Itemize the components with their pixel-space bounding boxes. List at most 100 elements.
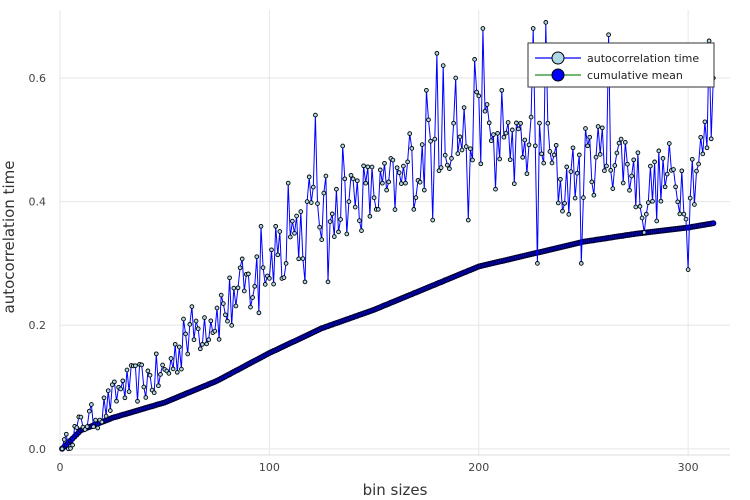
- autocorrelation-time-point: [321, 190, 327, 196]
- autocorrelation-time-point: [352, 204, 358, 210]
- autocorrelation-time-point: [160, 362, 165, 368]
- autocorrelation-time-point: [551, 152, 557, 158]
- autocorrelation-time-point: [468, 146, 473, 152]
- autocorrelation-time-point: [455, 151, 461, 156]
- autocorrelation-time-point: [421, 187, 427, 193]
- autocorrelation-time-point: [484, 102, 490, 107]
- autocorrelation-time-point: [652, 159, 657, 165]
- autocorrelation-time-point: [516, 126, 521, 132]
- autocorrelation-time-point: [616, 140, 622, 146]
- autocorrelation-time-point: [392, 207, 398, 212]
- autocorrelation-time-point: [677, 211, 683, 217]
- autocorrelation-time-point: [675, 199, 681, 205]
- autocorrelation-time-point: [639, 215, 645, 221]
- autocorrelation-time-point: [325, 279, 331, 285]
- autocorrelation-time-point: [532, 143, 538, 149]
- autocorrelation-time-point: [59, 446, 65, 452]
- autocorrelation-time-point: [336, 229, 341, 235]
- autocorrelation-time-point: [428, 138, 433, 144]
- autocorrelation-time-point: [302, 279, 308, 285]
- autocorrelation-time-point: [566, 212, 572, 217]
- autocorrelation-time-point: [568, 169, 574, 174]
- autocorrelation-time-point: [313, 112, 318, 118]
- autocorrelation-time-point: [614, 150, 620, 156]
- autocorrelation-time-point: [380, 180, 385, 186]
- autocorrelation-time-point: [545, 120, 551, 126]
- autocorrelation-time-point: [692, 202, 697, 207]
- autocorrelation-time-point: [664, 171, 670, 177]
- autocorrelation-time-point: [497, 156, 503, 162]
- autocorrelation-time-point: [176, 344, 182, 350]
- legend-label-cumulative-mean: cumulative mean: [587, 69, 683, 82]
- autocorrelation-time-point: [671, 167, 676, 172]
- autocorrelation-time-point: [181, 316, 186, 322]
- autocorrelation-time-point: [70, 442, 75, 448]
- autocorrelation-time-point: [84, 424, 90, 429]
- autocorrelation-time-point: [91, 424, 96, 430]
- autocorrelation-time-point: [591, 192, 597, 198]
- autocorrelation-time-point: [365, 164, 371, 170]
- autocorrelation-time-point: [650, 198, 655, 204]
- autocorrelation-time-point: [158, 372, 163, 377]
- autocorrelation-time-point: [179, 366, 184, 372]
- autocorrelation-time-point: [183, 331, 188, 337]
- autocorrelation-time-point: [306, 174, 312, 180]
- autocorrelation-time-point: [195, 326, 201, 332]
- autocorrelation-time-point: [252, 283, 258, 289]
- autocorrelation-time-point: [595, 124, 601, 129]
- autocorrelation-time-point: [133, 363, 138, 369]
- autocorrelation-time-point: [700, 151, 706, 157]
- autocorrelation-time-point: [254, 254, 260, 260]
- autocorrelation-time-point: [501, 134, 507, 140]
- autocorrelation-time-point: [444, 162, 450, 168]
- autocorrelation-time-point: [112, 379, 117, 385]
- autocorrelation-time-point: [256, 310, 262, 316]
- autocorrelation-time-point: [390, 157, 396, 163]
- autocorrelation-time-point: [426, 117, 431, 123]
- autocorrelation-time-point: [507, 157, 513, 163]
- autocorrelation-time-point: [315, 201, 320, 206]
- autocorrelation-time-point: [524, 171, 530, 177]
- autocorrelation-time-point: [296, 256, 302, 262]
- autocorrelation-time-point: [363, 180, 369, 186]
- autocorrelation-time-point: [120, 378, 126, 384]
- autocorrelation-time-point: [572, 195, 578, 201]
- y-tick-label: 0.4: [29, 196, 47, 209]
- x-tick-label: 100: [259, 461, 280, 474]
- autocorrelation-time-point: [407, 131, 413, 136]
- autocorrelation-time-point: [470, 157, 475, 163]
- autocorrelation-time-point: [401, 163, 406, 169]
- autocorrelation-time-point: [608, 167, 614, 173]
- autocorrelation-time-point: [476, 93, 482, 99]
- autocorrelation-time-point: [187, 322, 193, 327]
- autocorrelation-time-point: [292, 230, 297, 236]
- autocorrelation-time-point: [304, 199, 310, 204]
- autocorrelation-time-point: [231, 285, 237, 291]
- autocorrelation-time-point: [204, 341, 209, 347]
- autocorrelation-time-point: [629, 173, 634, 179]
- autocorrelation-time-point: [338, 217, 343, 222]
- legend-marker-cumulative-mean: [551, 68, 565, 82]
- autocorrelation-time-point: [145, 368, 151, 374]
- autocorrelation-time-point: [622, 139, 628, 145]
- autocorrelation-time-point: [474, 89, 480, 95]
- autocorrelation-time-point: [537, 120, 542, 126]
- autocorrelation-time-point: [689, 156, 695, 162]
- autocorrelation-time-point: [449, 156, 454, 161]
- autocorrelation-time-point: [488, 138, 494, 144]
- autocorrelation-time-point: [581, 195, 586, 200]
- autocorrelation-time-point: [547, 149, 553, 154]
- autocorrelation-time-point: [237, 265, 243, 271]
- autocorrelation-time-point: [262, 282, 268, 287]
- autocorrelation-time-point: [461, 105, 467, 110]
- series-cumulative-mean: [59, 220, 717, 452]
- autocorrelation-time-point: [434, 50, 440, 56]
- autocorrelation-time-point: [637, 204, 643, 209]
- autocorrelation-time-point: [398, 181, 404, 186]
- autocorrelation-time-point: [520, 154, 526, 160]
- y-tick-label: 0.0: [29, 443, 47, 456]
- autocorrelation-time-point: [633, 204, 639, 210]
- autocorrelation-time-point: [447, 166, 452, 172]
- autocorrelation-time-point: [696, 161, 701, 167]
